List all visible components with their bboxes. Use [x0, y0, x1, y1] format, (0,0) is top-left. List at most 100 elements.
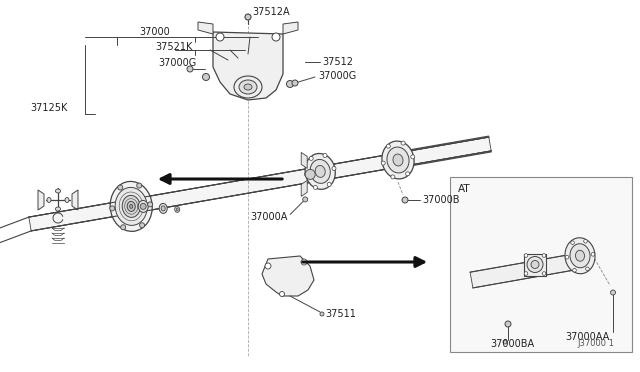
Circle shape: [305, 169, 315, 179]
Circle shape: [245, 14, 251, 20]
Ellipse shape: [527, 257, 543, 273]
Ellipse shape: [382, 141, 414, 179]
Text: 37000BA: 37000BA: [490, 339, 534, 349]
Circle shape: [121, 225, 125, 230]
Ellipse shape: [305, 154, 335, 189]
Ellipse shape: [315, 166, 325, 177]
Circle shape: [401, 141, 405, 145]
Ellipse shape: [56, 207, 61, 211]
Ellipse shape: [122, 195, 140, 217]
Ellipse shape: [130, 204, 132, 208]
Ellipse shape: [65, 198, 69, 202]
Circle shape: [387, 144, 390, 148]
Circle shape: [309, 156, 313, 160]
Polygon shape: [29, 137, 491, 231]
Ellipse shape: [115, 187, 147, 225]
Text: 37125K: 37125K: [30, 103, 67, 113]
Circle shape: [110, 206, 115, 211]
Text: 37511: 37511: [325, 309, 356, 319]
Circle shape: [202, 74, 209, 80]
Circle shape: [586, 267, 589, 271]
Ellipse shape: [127, 201, 135, 211]
Circle shape: [148, 202, 152, 207]
Polygon shape: [262, 256, 314, 296]
Circle shape: [542, 272, 546, 275]
Ellipse shape: [239, 80, 257, 94]
Bar: [524, 253, 546, 276]
Circle shape: [187, 66, 193, 72]
Text: 37000G: 37000G: [158, 58, 196, 68]
Text: J37000 1: J37000 1: [577, 340, 614, 349]
Ellipse shape: [138, 201, 148, 212]
Circle shape: [573, 269, 576, 272]
Text: 37000AA: 37000AA: [565, 332, 609, 342]
Text: AT: AT: [458, 184, 470, 194]
Circle shape: [305, 172, 308, 176]
Ellipse shape: [282, 176, 298, 182]
Ellipse shape: [161, 206, 165, 211]
Ellipse shape: [387, 147, 409, 173]
Ellipse shape: [459, 145, 475, 151]
Circle shape: [402, 197, 408, 203]
Ellipse shape: [110, 182, 152, 231]
Circle shape: [505, 321, 511, 327]
Text: 37512: 37512: [322, 57, 353, 67]
Polygon shape: [283, 22, 298, 34]
Ellipse shape: [56, 189, 61, 193]
Circle shape: [411, 155, 415, 159]
Circle shape: [272, 33, 280, 41]
Ellipse shape: [47, 198, 51, 202]
Circle shape: [118, 185, 123, 190]
Circle shape: [524, 254, 528, 257]
Circle shape: [301, 259, 307, 265]
Text: 37512A: 37512A: [252, 7, 290, 17]
Circle shape: [565, 255, 569, 259]
Bar: [450, 177, 632, 352]
Text: 37000B: 37000B: [422, 195, 460, 205]
Ellipse shape: [45, 217, 61, 223]
Ellipse shape: [393, 154, 403, 166]
Text: 37000: 37000: [140, 27, 170, 37]
Ellipse shape: [575, 250, 584, 261]
Circle shape: [137, 183, 141, 188]
Ellipse shape: [104, 206, 120, 213]
Circle shape: [503, 340, 507, 344]
Ellipse shape: [244, 84, 252, 90]
Ellipse shape: [223, 186, 238, 192]
Ellipse shape: [234, 76, 262, 98]
Text: 37521K: 37521K: [155, 42, 193, 52]
Polygon shape: [38, 190, 44, 210]
Ellipse shape: [400, 155, 416, 161]
Circle shape: [280, 292, 285, 296]
Circle shape: [524, 272, 528, 275]
Polygon shape: [470, 253, 583, 288]
Ellipse shape: [176, 208, 178, 211]
Circle shape: [292, 80, 298, 86]
Circle shape: [391, 175, 395, 179]
Ellipse shape: [531, 260, 539, 269]
Ellipse shape: [163, 196, 179, 203]
Ellipse shape: [341, 165, 356, 172]
Polygon shape: [301, 180, 307, 196]
Circle shape: [320, 312, 324, 316]
Polygon shape: [301, 153, 307, 169]
Circle shape: [323, 153, 327, 157]
Circle shape: [406, 172, 410, 176]
Circle shape: [265, 263, 271, 269]
Text: 37000A: 37000A: [250, 212, 287, 222]
Ellipse shape: [159, 203, 167, 214]
Circle shape: [287, 80, 294, 87]
Polygon shape: [213, 32, 283, 100]
Polygon shape: [198, 22, 213, 34]
Circle shape: [591, 253, 595, 256]
Ellipse shape: [565, 238, 595, 274]
Ellipse shape: [570, 244, 590, 268]
Circle shape: [542, 254, 546, 257]
Polygon shape: [72, 190, 78, 210]
Circle shape: [584, 240, 588, 243]
Ellipse shape: [310, 160, 330, 183]
Circle shape: [332, 166, 336, 170]
Circle shape: [327, 182, 331, 186]
Ellipse shape: [175, 206, 180, 212]
Circle shape: [314, 185, 317, 189]
